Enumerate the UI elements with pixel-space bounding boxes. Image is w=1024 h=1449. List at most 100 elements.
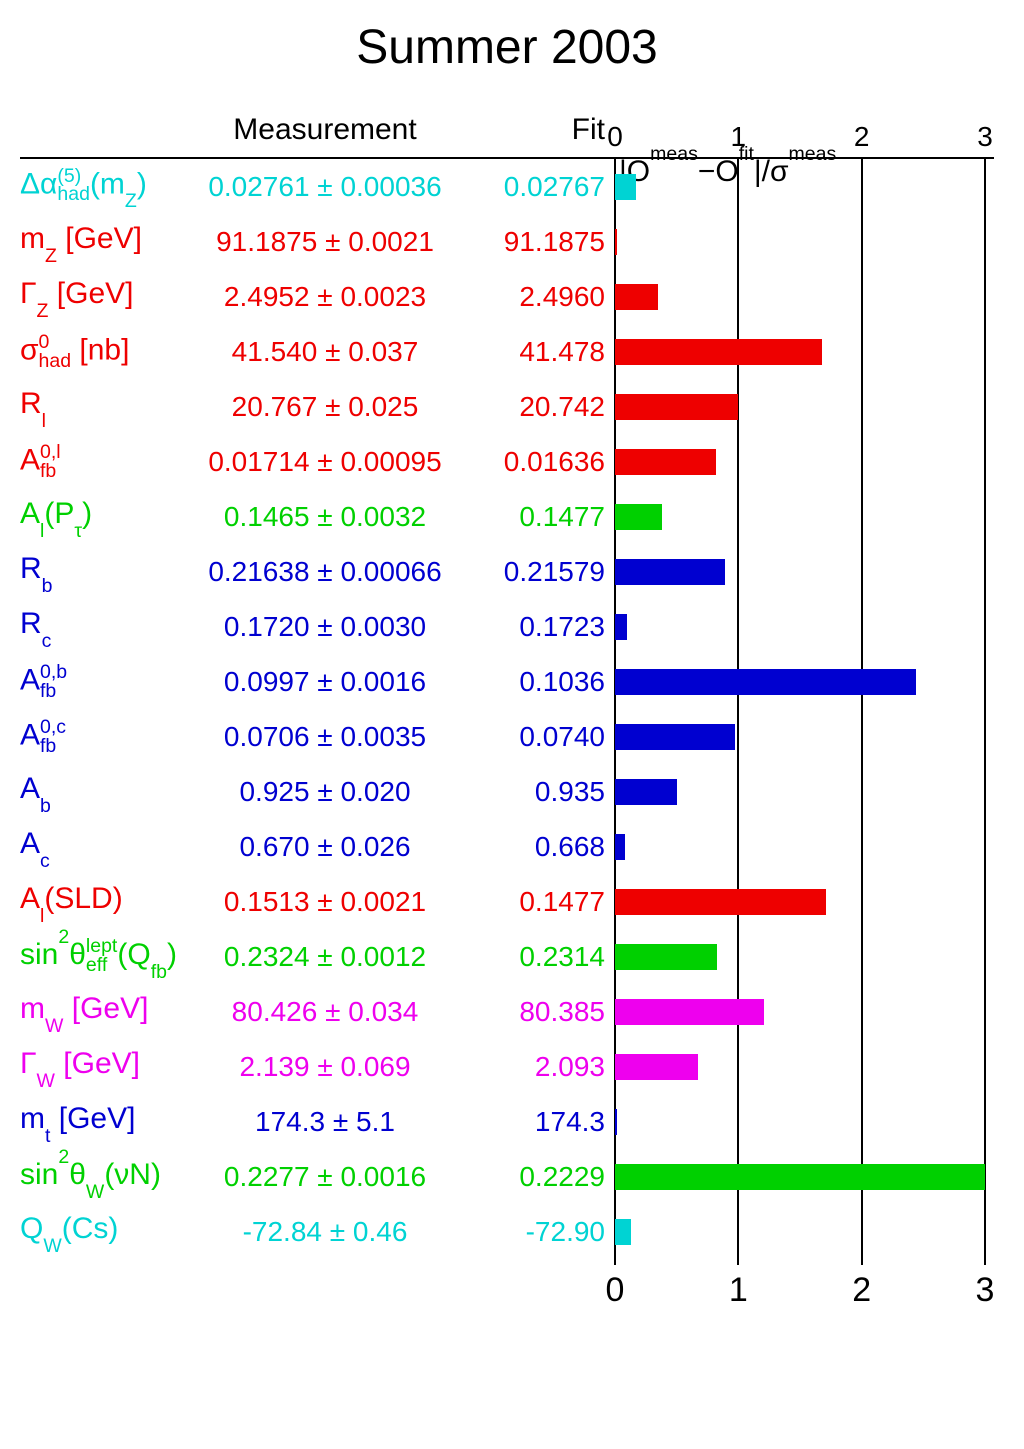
observable-name: Ac (20, 827, 185, 866)
pull-plot: Summer 2003 Measurement Fit |Omeas−Ofit|… (0, 0, 1024, 1355)
data-row: ΓW [GeV]2.139 ± 0.0692.093 (20, 1039, 994, 1094)
observable-name: Ab (20, 772, 185, 811)
fit-value: 80.385 (465, 996, 615, 1028)
observable-name: Δα(5)had(mZ) (20, 167, 185, 207)
pull-bar (615, 669, 916, 695)
data-row: ΓZ [GeV]2.4952 ± 0.00232.4960 (20, 269, 994, 324)
fit-value: 41.478 (465, 336, 615, 368)
axis-top-tick-label: 1 (731, 121, 747, 153)
data-row: sin2θW(νN)0.2277 ± 0.00160.2229 (20, 1149, 994, 1204)
fit-value: 91.1875 (465, 226, 615, 258)
measurement-value: 0.2277 ± 0.0016 (185, 1161, 465, 1193)
measurement-value: 0.0706 ± 0.0035 (185, 721, 465, 753)
data-row: Rc0.1720 ± 0.00300.1723 (20, 599, 994, 654)
axis-bottom-tick-label: 2 (852, 1271, 871, 1310)
pull-bar-cell (615, 324, 985, 379)
fit-value: -72.90 (465, 1216, 615, 1248)
pull-bar-cell (615, 1039, 985, 1094)
fit-value: 0.1477 (465, 886, 615, 918)
pull-bar (615, 339, 822, 365)
fit-value: 20.742 (465, 391, 615, 423)
header-measurement: Measurement (185, 113, 465, 155)
pull-bar-cell (615, 599, 985, 654)
pull-bar-cell (615, 1204, 985, 1259)
pull-bar-cell (615, 874, 985, 929)
measurement-value: 0.1513 ± 0.0021 (185, 886, 465, 918)
axis-bottom-tick-label: 3 (976, 1271, 995, 1310)
measurement-value: 0.21638 ± 0.00066 (185, 556, 465, 588)
pull-bar (615, 724, 735, 750)
data-row: A0,cfb0.0706 ± 0.00350.0740 (20, 709, 994, 764)
data-row: A0,bfb0.0997 ± 0.00160.1036 (20, 654, 994, 709)
data-row: Al(SLD)0.1513 ± 0.00210.1477 (20, 874, 994, 929)
measurement-value: -72.84 ± 0.46 (185, 1216, 465, 1248)
observable-name: ΓW [GeV] (20, 1047, 185, 1086)
data-row: mW [GeV]80.426 ± 0.03480.385 (20, 984, 994, 1039)
observable-name: mt [GeV] (20, 1102, 185, 1141)
bottom-axis: 0123 (20, 1265, 994, 1315)
pull-bar-cell (615, 544, 985, 599)
fit-value: 0.0740 (465, 721, 615, 753)
data-row: A0,lfb0.01714 ± 0.000950.01636 (20, 434, 994, 489)
pull-bar (615, 779, 677, 805)
measurement-value: 0.670 ± 0.026 (185, 831, 465, 863)
pull-bar-cell (615, 654, 985, 709)
measurement-value: 91.1875 ± 0.0021 (185, 226, 465, 258)
pull-bar-cell (615, 984, 985, 1039)
pull-bar (615, 559, 725, 585)
fit-value: 174.3 (465, 1106, 615, 1138)
observable-name: Rc (20, 607, 185, 646)
measurement-value: 2.139 ± 0.069 (185, 1051, 465, 1083)
observable-name: A0,cfb (20, 718, 185, 755)
data-row: sin2θlepteff(Qfb)0.2324 ± 0.00120.2314 (20, 929, 994, 984)
observable-name: ΓZ [GeV] (20, 277, 185, 316)
observable-name: Al(SLD) (20, 882, 185, 921)
pull-bar-cell (615, 1149, 985, 1204)
measurement-value: 0.1465 ± 0.0032 (185, 501, 465, 533)
pull-bar-cell (615, 819, 985, 874)
pull-bar-cell (615, 434, 985, 489)
pull-bar (615, 284, 658, 310)
observable-name: Rl (20, 387, 185, 426)
fit-value: 0.02767 (465, 171, 615, 203)
pull-bar (615, 1164, 985, 1190)
measurement-value: 0.2324 ± 0.0012 (185, 941, 465, 973)
axis-top-tick-label: 3 (977, 121, 993, 153)
axis-top-ticks: 0123 (615, 121, 985, 151)
data-row: QW(Cs)-72.84 ± 0.46-72.90 (20, 1204, 994, 1259)
pull-bar (615, 1219, 631, 1245)
data-row: Rl20.767 ± 0.02520.742 (20, 379, 994, 434)
pull-bar-cell (615, 709, 985, 764)
data-row: Ab0.925 ± 0.0200.935 (20, 764, 994, 819)
pull-bar-cell (615, 489, 985, 544)
data-row: Δα(5)had(mZ)0.02761 ± 0.000360.02767 (20, 159, 994, 214)
fit-value: 0.01636 (465, 446, 615, 478)
observable-name: A0,lfb (20, 443, 185, 480)
measurement-value: 174.3 ± 5.1 (185, 1106, 465, 1138)
fit-value: 0.2314 (465, 941, 615, 973)
pull-bar (615, 394, 738, 420)
observable-name: Rb (20, 552, 185, 591)
pull-bar (615, 1109, 617, 1135)
measurement-value: 41.540 ± 0.037 (185, 336, 465, 368)
observable-name: sin2θlepteff(Qfb) (20, 936, 185, 977)
observable-name: QW(Cs) (20, 1212, 185, 1251)
fit-value: 0.1723 (465, 611, 615, 643)
pull-bar-cell (615, 1094, 985, 1149)
observable-name: sin2θW(νN) (20, 1156, 185, 1197)
data-row: Rb0.21638 ± 0.000660.21579 (20, 544, 994, 599)
pull-bar (615, 174, 636, 200)
header-fit: Fit (465, 113, 615, 155)
fit-value: 0.668 (465, 831, 615, 863)
pull-bar (615, 834, 625, 860)
observable-name: mW [GeV] (20, 992, 185, 1031)
data-row: Ac0.670 ± 0.0260.668 (20, 819, 994, 874)
pull-bar (615, 999, 764, 1025)
observable-name: A0,bfb (20, 663, 185, 700)
fit-value: 0.1477 (465, 501, 615, 533)
pull-bar (615, 449, 716, 475)
pull-bar-cell (615, 764, 985, 819)
fit-value: 0.21579 (465, 556, 615, 588)
pull-bar (615, 504, 662, 530)
pull-bar (615, 944, 717, 970)
